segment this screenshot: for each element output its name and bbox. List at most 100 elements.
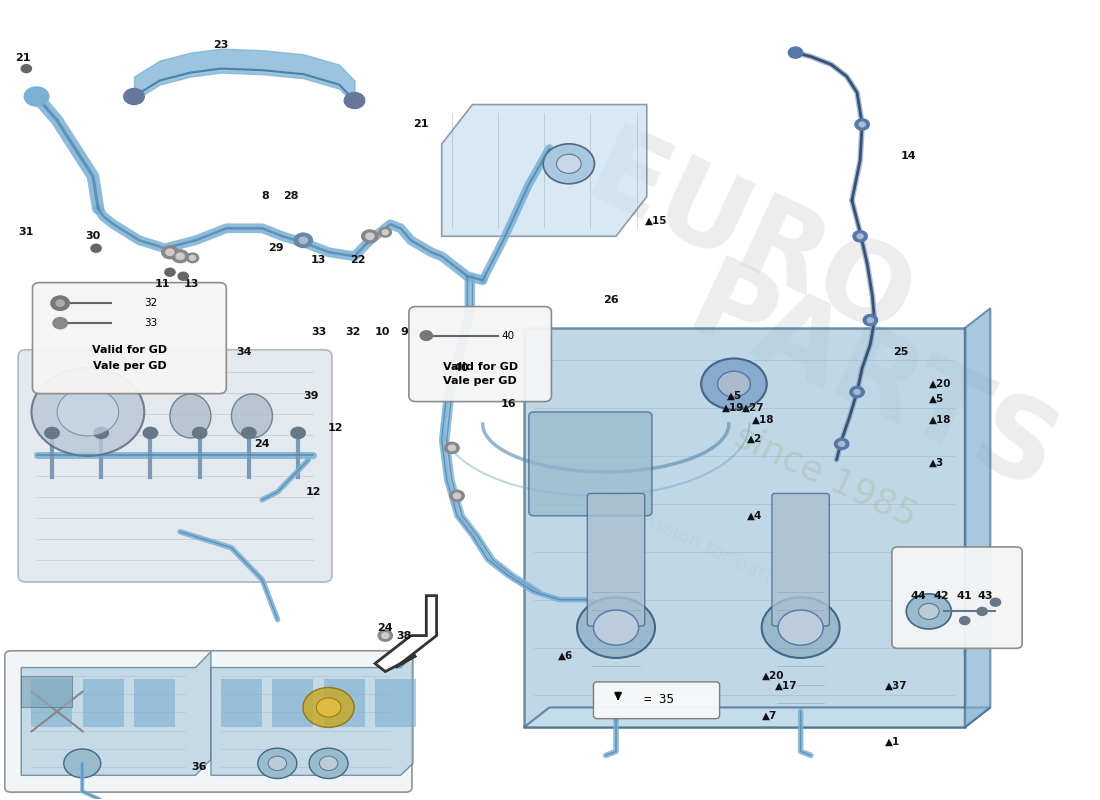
Text: 13: 13	[184, 279, 199, 290]
Text: ▲4: ▲4	[747, 510, 762, 521]
Circle shape	[594, 610, 639, 645]
Circle shape	[178, 272, 188, 280]
Bar	[32, 679, 73, 727]
Text: 41: 41	[957, 590, 972, 601]
Text: 13: 13	[311, 255, 327, 266]
Circle shape	[56, 300, 64, 306]
Circle shape	[57, 388, 119, 436]
Text: 8: 8	[262, 191, 270, 202]
Text: PARTS: PARTS	[671, 252, 1074, 516]
Circle shape	[317, 698, 341, 717]
Text: a passion for parts: a passion for parts	[612, 497, 784, 591]
Circle shape	[859, 122, 866, 127]
Text: ▲6: ▲6	[558, 650, 573, 661]
Text: 10: 10	[374, 327, 389, 337]
Circle shape	[864, 314, 878, 326]
Text: 38: 38	[396, 630, 411, 641]
Circle shape	[453, 493, 461, 498]
Circle shape	[867, 318, 873, 322]
Ellipse shape	[169, 394, 211, 438]
Circle shape	[778, 610, 823, 645]
Circle shape	[176, 253, 185, 259]
Circle shape	[124, 89, 144, 105]
Circle shape	[717, 371, 750, 397]
Polygon shape	[524, 707, 990, 727]
Text: 24: 24	[254, 439, 270, 449]
Circle shape	[990, 598, 1001, 606]
Circle shape	[450, 490, 464, 502]
Bar	[21, 675, 73, 707]
Circle shape	[362, 230, 378, 242]
FancyBboxPatch shape	[4, 650, 411, 792]
Text: 25: 25	[893, 347, 909, 357]
Circle shape	[761, 598, 839, 658]
Circle shape	[172, 250, 188, 262]
Polygon shape	[442, 105, 647, 236]
Text: 30: 30	[86, 231, 100, 242]
Circle shape	[302, 687, 354, 727]
Circle shape	[977, 607, 988, 615]
Circle shape	[918, 603, 939, 619]
Circle shape	[578, 598, 654, 658]
Circle shape	[162, 246, 178, 258]
Text: Valid for GD: Valid for GD	[91, 345, 167, 355]
Circle shape	[701, 358, 767, 410]
Circle shape	[24, 87, 48, 106]
Circle shape	[379, 227, 392, 237]
Text: 23: 23	[213, 40, 229, 50]
Circle shape	[143, 427, 157, 438]
Circle shape	[192, 427, 207, 438]
FancyBboxPatch shape	[529, 412, 652, 516]
Circle shape	[45, 427, 59, 438]
Circle shape	[444, 442, 459, 454]
Circle shape	[557, 154, 581, 174]
Circle shape	[852, 230, 867, 242]
Circle shape	[366, 233, 374, 239]
Text: 33: 33	[311, 327, 327, 337]
Text: ▲18: ▲18	[928, 415, 952, 425]
FancyBboxPatch shape	[409, 306, 551, 402]
Ellipse shape	[231, 394, 273, 438]
Circle shape	[319, 756, 338, 770]
Text: Vale per GD: Vale per GD	[92, 361, 166, 371]
Circle shape	[268, 756, 287, 770]
Circle shape	[449, 445, 455, 450]
Text: 44: 44	[911, 590, 926, 601]
Text: ▲18: ▲18	[752, 415, 774, 425]
Text: 22: 22	[350, 255, 365, 266]
Text: 42: 42	[933, 590, 949, 601]
Text: 34: 34	[236, 347, 252, 357]
Circle shape	[382, 633, 389, 638]
Circle shape	[906, 594, 952, 629]
Text: ▲3: ▲3	[928, 458, 944, 467]
Circle shape	[94, 427, 109, 438]
Circle shape	[855, 119, 869, 130]
Circle shape	[257, 748, 297, 778]
Circle shape	[382, 230, 388, 234]
Text: ▲2: ▲2	[747, 434, 762, 443]
Text: 12: 12	[306, 487, 321, 497]
Text: ▲15: ▲15	[645, 215, 668, 226]
Text: ▲1: ▲1	[884, 737, 900, 747]
Circle shape	[21, 65, 32, 73]
Text: 21: 21	[15, 53, 31, 63]
Circle shape	[309, 748, 348, 778]
Text: since 1985: since 1985	[729, 418, 923, 533]
FancyBboxPatch shape	[772, 494, 829, 626]
Circle shape	[165, 268, 175, 276]
Text: 21: 21	[414, 119, 429, 130]
Text: ▲20: ▲20	[761, 670, 784, 681]
Text: 24: 24	[377, 622, 393, 633]
Text: 26: 26	[603, 295, 618, 305]
Text: 39: 39	[304, 391, 319, 401]
Text: ▲5: ▲5	[727, 391, 742, 401]
Text: 43: 43	[978, 590, 993, 601]
Text: 12: 12	[328, 423, 343, 433]
Text: 32: 32	[144, 298, 157, 308]
Text: ▲37: ▲37	[884, 681, 908, 691]
Text: 31: 31	[19, 227, 34, 238]
Bar	[134, 679, 175, 727]
Circle shape	[189, 255, 196, 260]
Text: ▲5: ▲5	[928, 394, 944, 403]
Text: 28: 28	[283, 191, 299, 202]
